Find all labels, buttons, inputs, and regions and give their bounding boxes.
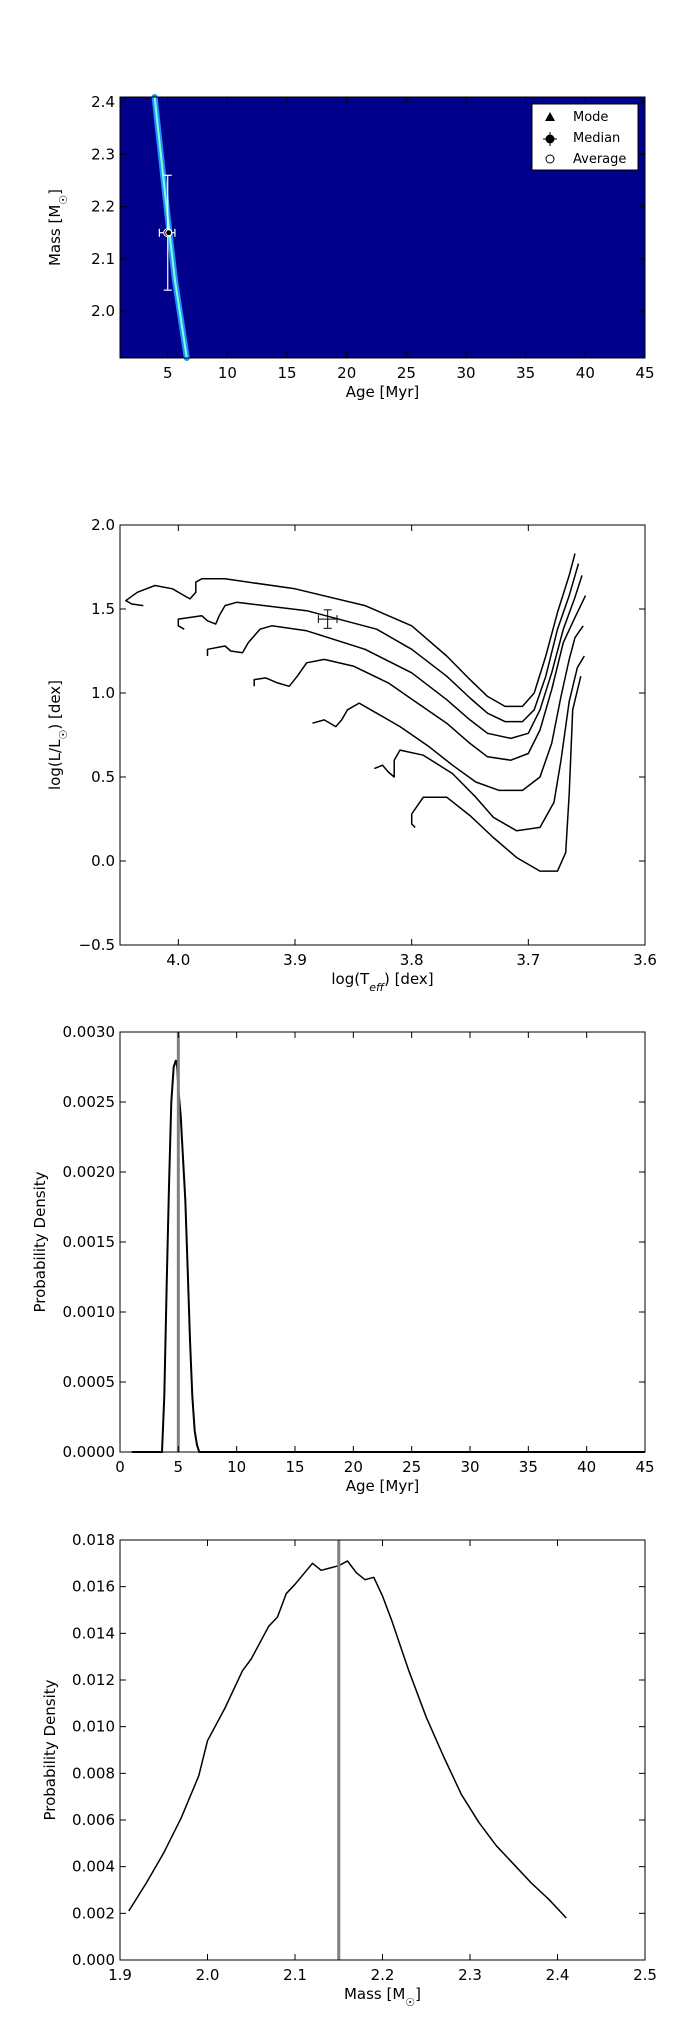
x-tick-label: 5: [174, 1458, 184, 1476]
x-tick-label: 3.7: [516, 951, 540, 969]
y-tick-label: 2.1: [91, 250, 115, 268]
x-tick-label: 5: [163, 364, 173, 382]
y-tick-label: 0.012: [72, 1671, 115, 1689]
x-tick-label: 45: [635, 1458, 654, 1476]
x-tick-label: 4.0: [166, 951, 190, 969]
legend-label: Average: [573, 152, 626, 167]
x-tick-label: 3.8: [400, 951, 424, 969]
x-axis-label: Age [Myr]: [346, 383, 419, 401]
y-axis-label: Mass [M☉]: [46, 189, 70, 266]
isochrone-line: [374, 655, 585, 832]
plot-frame: [119, 96, 646, 359]
average-legend-icon: [545, 154, 555, 164]
x-axis-label: Age [Myr]: [346, 1477, 419, 1495]
x-tick-label: 30: [460, 1458, 479, 1476]
x-tick-label: 20: [344, 1458, 363, 1476]
y-tick-label: 0.0: [91, 852, 115, 870]
x-tick-label: 2.3: [458, 1966, 482, 1984]
plot-frame: [119, 524, 646, 946]
y-tick-label: 0.006: [72, 1811, 115, 1829]
y-axis-label: Probability Density: [31, 1171, 49, 1312]
legend-label: Mode: [573, 110, 608, 125]
x-tick-label: 10: [227, 1458, 246, 1476]
isochrone-line: [312, 625, 584, 792]
mass-pdf-line: [128, 1560, 567, 1919]
median-legend-icon: [545, 134, 555, 144]
y-tick-label: 0.0000: [63, 1443, 116, 1461]
panel-3-axes: 0 5 10 15 20 25 30 35 40 45 0.0000 0.0005 0.0010 0.00…: [63, 1023, 655, 1476]
y-tick-label: 0.0010: [63, 1303, 116, 1321]
panel-2-axes: 4.0 3.9 3.8 3.7 3.6 −0.5 0.0 0.5 1.0 1.5 2.0: [79, 516, 657, 969]
x-tick-label: 35: [516, 364, 535, 382]
x-tick-label: 25: [397, 364, 416, 382]
isochrone-line: [125, 553, 576, 708]
panel-1-axes: 5 10 15 20 25 30 35 40 45 2.0 2.1 2.2 2.3 2.4: [91, 93, 654, 382]
y-tick-label: 0.018: [72, 1531, 115, 1549]
y-tick-label: 0.010: [72, 1718, 115, 1736]
legend: Mode Median Average: [531, 103, 639, 171]
y-axis-label: Probability Density: [41, 1679, 59, 1820]
y-tick-label: 0.0005: [63, 1373, 116, 1391]
y-tick-label: 0.000: [72, 1951, 115, 1969]
y-tick-label: 2.2: [91, 198, 115, 216]
x-tick-label: 15: [285, 1458, 304, 1476]
x-tick-label: 25: [402, 1458, 421, 1476]
x-tick-label: 2.1: [283, 1966, 307, 1984]
y-tick-label: 0.5: [91, 768, 115, 786]
average-marker: [165, 229, 173, 237]
x-tick-label: 3.9: [283, 951, 307, 969]
y-axis-label: log(L/L☉) [dex]: [46, 680, 70, 790]
age-pdf-line: [131, 1059, 645, 1453]
isochrone-line: [253, 595, 587, 761]
x-tick-label: 35: [519, 1458, 538, 1476]
y-tick-label: 2.3: [91, 145, 115, 163]
x-tick-label: 2.4: [546, 1966, 570, 1984]
y-tick-label: 1.5: [91, 600, 115, 618]
y-tick-label: 0.008: [72, 1764, 115, 1782]
y-tick-label: −0.5: [79, 936, 115, 954]
y-tick-label: 0.014: [72, 1624, 115, 1642]
y-tick-label: 0.016: [72, 1578, 115, 1596]
x-tick-label: 40: [577, 1458, 596, 1476]
x-tick-label: 2.5: [633, 1966, 657, 1984]
isochrone-line: [206, 575, 583, 740]
y-tick-label: 0.004: [72, 1858, 115, 1876]
isochrone-line: [177, 563, 580, 723]
y-tick-label: 0.0020: [63, 1163, 116, 1181]
y-tick-label: 0.0025: [63, 1093, 116, 1111]
x-tick-label: 0: [115, 1458, 125, 1476]
x-tick-label: 40: [576, 364, 595, 382]
x-tick-label: 20: [337, 364, 356, 382]
x-axis-label: log(Teff) [dex]: [331, 970, 433, 994]
x-tick-label: 2.0: [196, 1966, 220, 1984]
x-tick-label: 45: [635, 364, 654, 382]
x-tick-label: 3.6: [633, 951, 657, 969]
panel-4-axes: 1.9 2.0 2.1 2.2 2.3 2.4 2.5 0.000 0.002 0.004 0.00…: [72, 1531, 657, 1984]
y-tick-label: 2.0: [91, 516, 115, 534]
mode-legend-icon: [545, 112, 555, 121]
x-tick-label: 30: [456, 364, 475, 382]
x-tick-label: 10: [218, 364, 237, 382]
x-tick-label: 15: [277, 364, 296, 382]
y-tick-label: 0.0015: [63, 1233, 116, 1251]
x-axis-label: Mass [M☉]: [344, 1985, 421, 2009]
y-tick-label: 1.0: [91, 684, 115, 702]
legend-label: Median: [573, 131, 620, 146]
y-tick-label: 0.002: [72, 1904, 115, 1922]
plot-frame: [119, 1031, 646, 1453]
y-tick-label: 0.0030: [63, 1023, 116, 1041]
x-tick-label: 2.2: [371, 1966, 395, 1984]
y-tick-label: 2.4: [91, 93, 115, 111]
x-tick-label: 1.9: [108, 1966, 132, 1984]
y-tick-label: 2.0: [91, 302, 115, 320]
plot-frame: [119, 1539, 646, 1961]
isochrone-line: [410, 676, 582, 872]
heatmap-ridge: [153, 96, 188, 359]
